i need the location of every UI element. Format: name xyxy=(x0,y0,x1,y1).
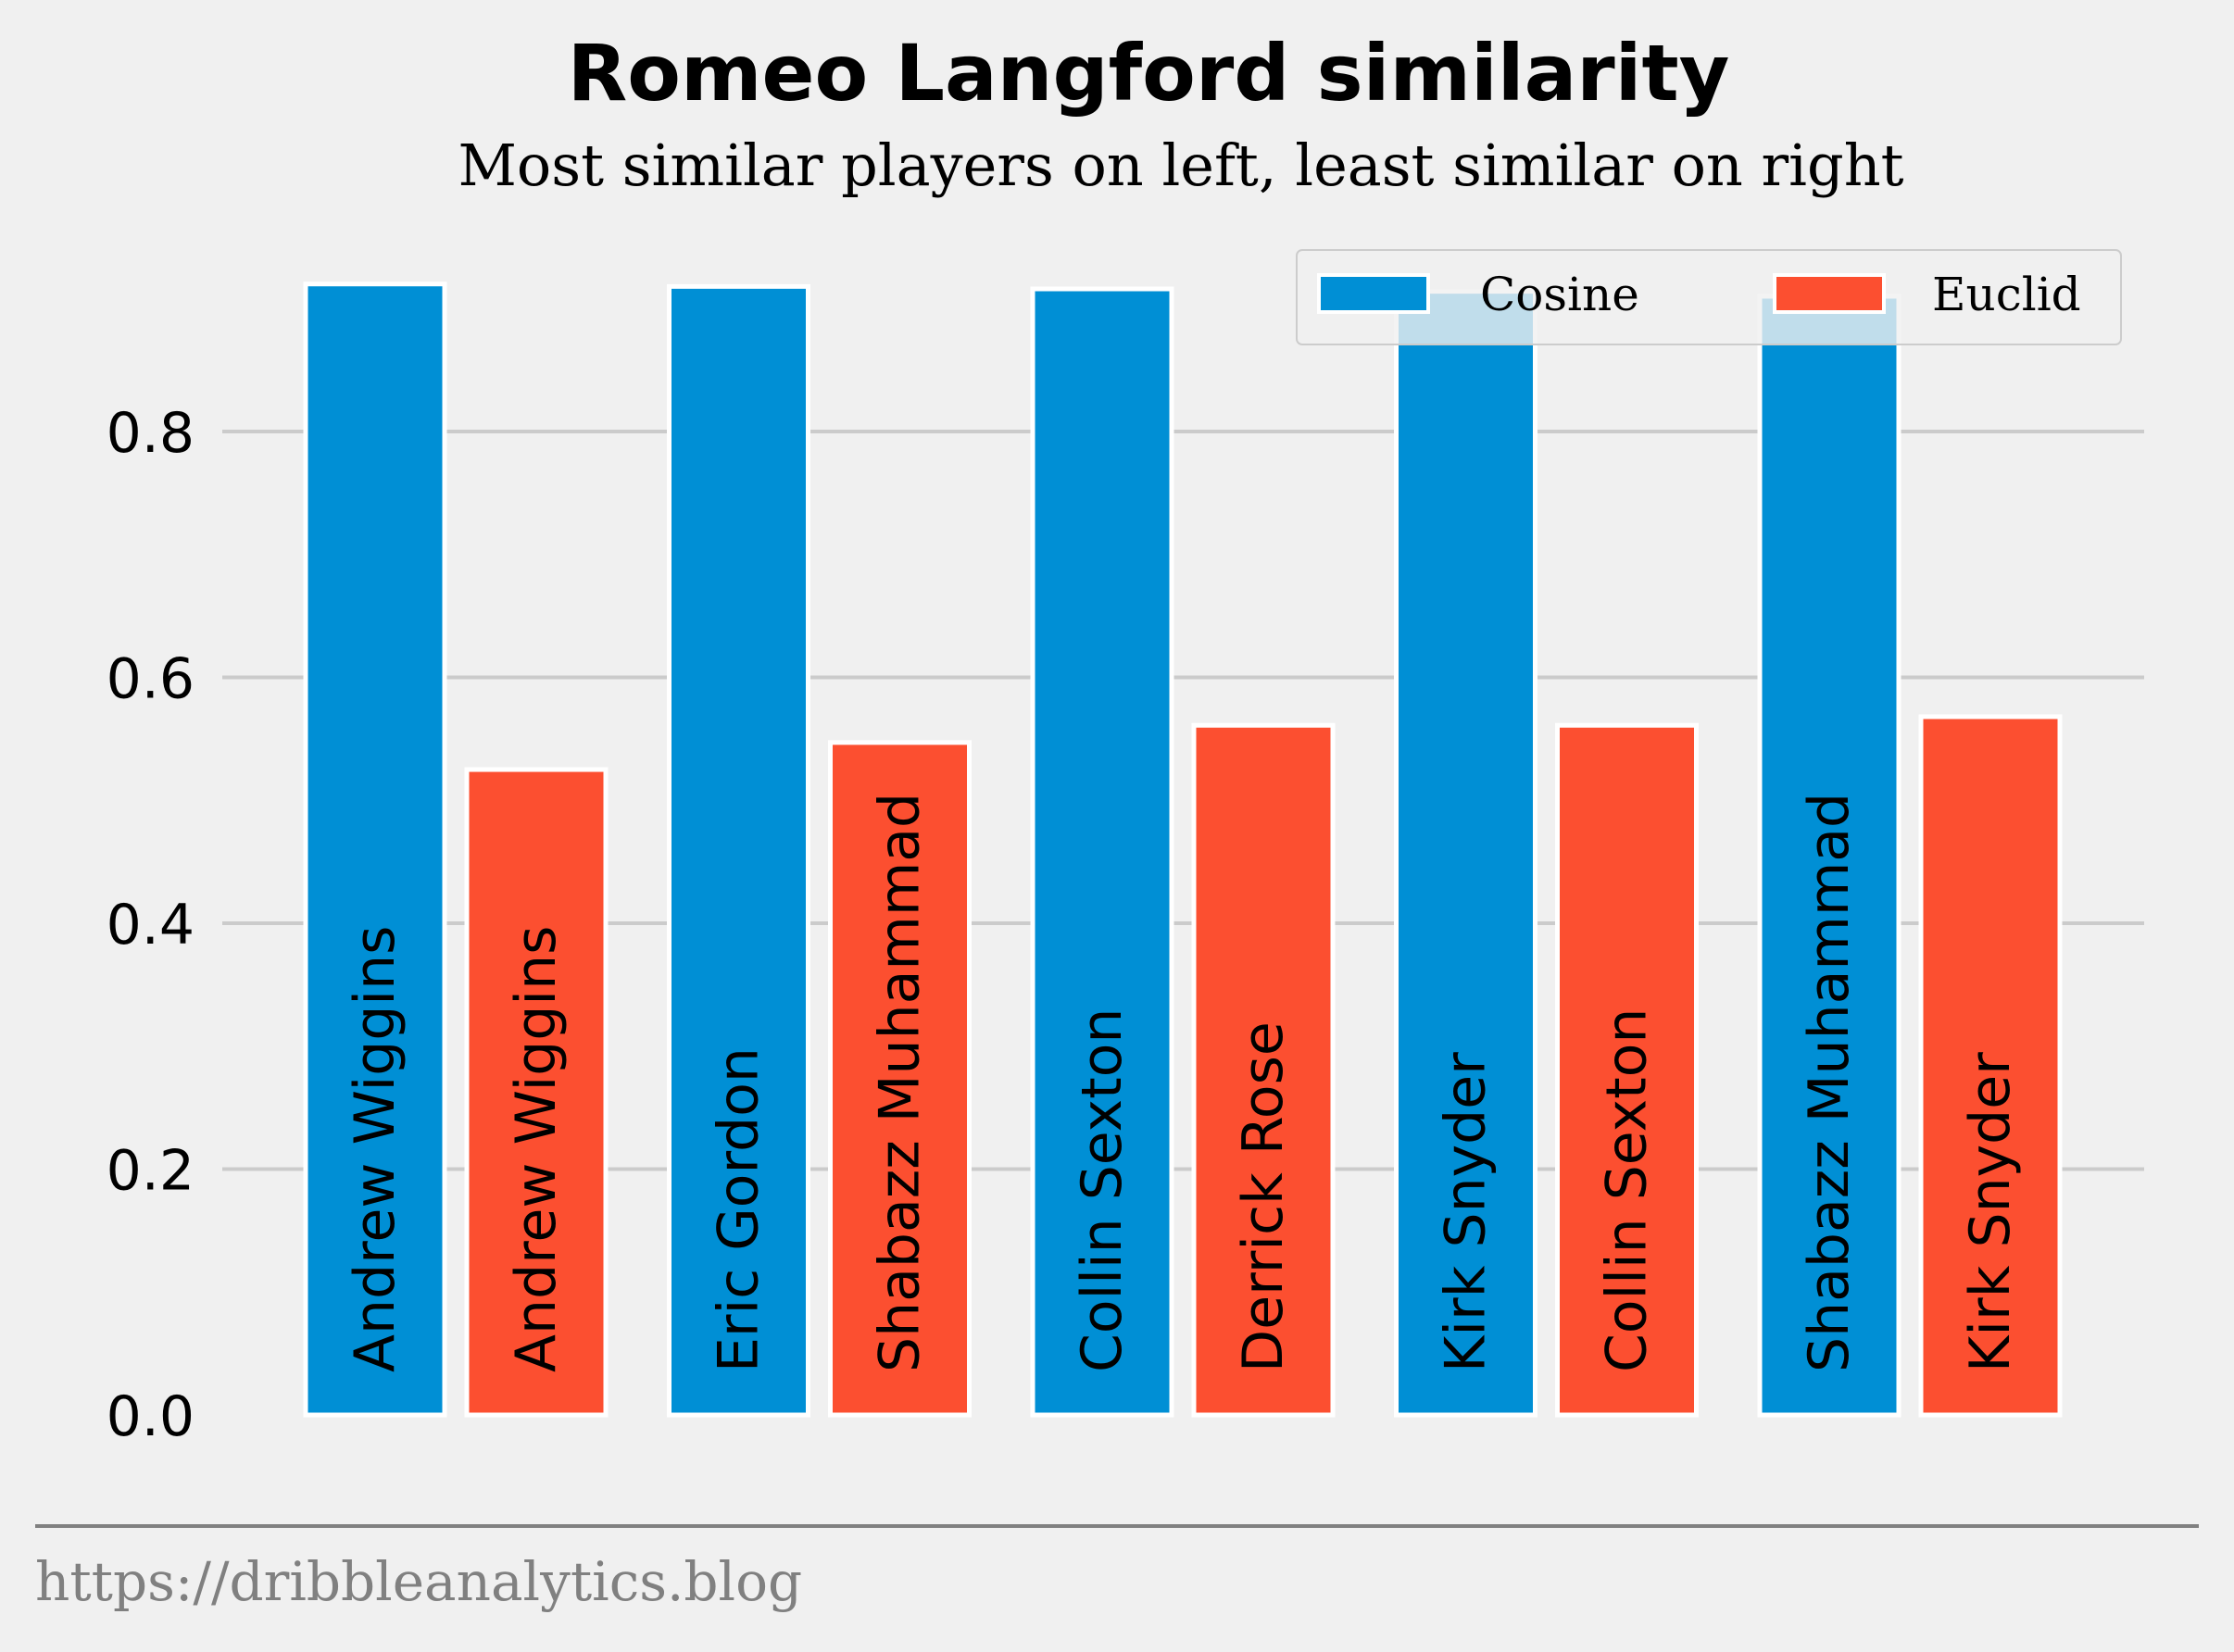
y-tick-label: 0.6 xyxy=(107,647,195,712)
legend-swatch-cosine xyxy=(1317,273,1430,314)
bar-euclid-3 xyxy=(1555,722,1699,1418)
bar-label-euclid-3: Collin Sexton xyxy=(1595,1008,1660,1372)
bar-label-euclid-1: Shabazz Muhammad xyxy=(868,793,933,1372)
legend-swatch-euclid xyxy=(1773,273,1886,314)
bar-label-euclid-2: Derrick Rose xyxy=(1231,1021,1296,1372)
y-tick-label: 0.4 xyxy=(107,893,195,957)
bar-label-cosine-3: Kirk Snyder xyxy=(1434,1052,1499,1372)
bar-label-cosine-2: Collin Sexton xyxy=(1070,1008,1135,1372)
y-tick-label: 0.0 xyxy=(107,1384,195,1449)
bar-cosine-0 xyxy=(303,282,447,1418)
bar-label-euclid-0: Andrew Wiggins xyxy=(504,926,569,1372)
bar-euclid-0 xyxy=(464,767,609,1418)
bar-cosine-2 xyxy=(1030,286,1174,1418)
legend: Cosine Euclid xyxy=(1296,249,2122,345)
bar-label-cosine-4: Shabazz Muhammad xyxy=(1797,793,1862,1372)
bar-label-euclid-4: Kirk Snyder xyxy=(1958,1052,2023,1372)
y-axis-ticks: 0.0 0.2 0.4 0.6 0.8 xyxy=(107,401,195,1449)
bar-label-cosine-0: Andrew Wiggins xyxy=(343,926,408,1372)
bar-euclid-4 xyxy=(1918,714,2063,1418)
bar-cosine-4 xyxy=(1757,294,1901,1418)
bar-labels: Andrew Wiggins Eric Gordon Collin Sexton Ki… xyxy=(343,793,2023,1372)
bar-cosine-3 xyxy=(1394,289,1537,1418)
footer-source: https://dribbleanalytics.blog xyxy=(35,1550,802,1613)
bar-cosine-1 xyxy=(667,283,810,1418)
bar-euclid-2 xyxy=(1191,722,1336,1418)
bars xyxy=(303,282,2063,1418)
legend-box xyxy=(1296,249,2122,345)
chart-title: Romeo Langford similarity xyxy=(568,28,1730,119)
legend-label-euclid: Euclid xyxy=(1932,268,2081,321)
legend-label-cosine: Cosine xyxy=(1480,268,1639,321)
y-tick-label: 0.8 xyxy=(107,401,195,466)
bar-euclid-1 xyxy=(828,740,972,1418)
bar-label-cosine-1: Eric Gordon xyxy=(707,1047,772,1372)
y-tick-label: 0.2 xyxy=(107,1139,195,1204)
chart-subtitle: Most similar players on left, least simi… xyxy=(458,131,1903,199)
